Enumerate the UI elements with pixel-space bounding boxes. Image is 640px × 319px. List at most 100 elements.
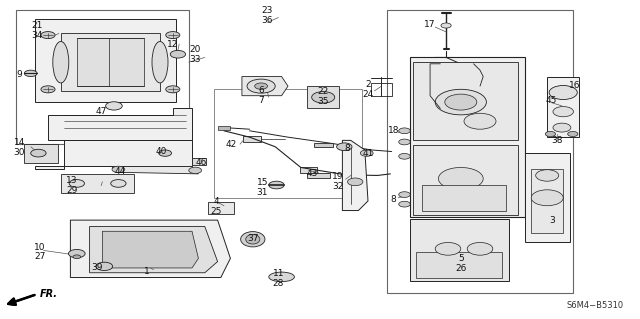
Text: 39: 39	[92, 263, 103, 272]
Circle shape	[399, 192, 410, 197]
Circle shape	[445, 94, 477, 110]
Circle shape	[73, 255, 81, 259]
Text: 14
30: 14 30	[13, 138, 25, 157]
Circle shape	[553, 123, 571, 132]
Polygon shape	[547, 77, 579, 137]
Bar	[16, 10, 189, 144]
Circle shape	[111, 180, 126, 187]
Circle shape	[189, 167, 202, 174]
Text: 40: 40	[156, 147, 167, 156]
Bar	[314, 143, 333, 147]
Text: 22
35: 22 35	[317, 87, 329, 106]
Circle shape	[41, 32, 55, 39]
Polygon shape	[35, 19, 176, 102]
Text: 23
36: 23 36	[262, 6, 273, 25]
Polygon shape	[342, 140, 368, 211]
Polygon shape	[218, 126, 230, 130]
Circle shape	[399, 201, 410, 207]
Circle shape	[399, 128, 410, 134]
Bar	[413, 62, 518, 140]
Text: 8: 8	[344, 144, 349, 153]
Bar	[422, 185, 506, 211]
Ellipse shape	[246, 234, 260, 244]
Text: 3: 3	[549, 216, 554, 225]
Circle shape	[553, 107, 573, 117]
Circle shape	[69, 180, 84, 187]
Circle shape	[96, 262, 113, 271]
Text: 1: 1	[145, 267, 150, 276]
Circle shape	[399, 153, 410, 159]
Bar	[214, 89, 362, 198]
Text: 16: 16	[569, 81, 580, 90]
Polygon shape	[525, 153, 570, 242]
Circle shape	[337, 143, 352, 151]
Circle shape	[531, 190, 563, 206]
Circle shape	[312, 92, 335, 103]
Ellipse shape	[269, 272, 294, 282]
Circle shape	[166, 32, 180, 39]
Bar	[307, 173, 330, 178]
Text: 20
33: 20 33	[189, 45, 201, 63]
Text: 5
26: 5 26	[455, 255, 467, 273]
Polygon shape	[102, 231, 198, 268]
Bar	[208, 202, 234, 214]
Bar	[192, 158, 206, 165]
Circle shape	[68, 249, 85, 258]
Circle shape	[348, 178, 363, 186]
Text: 8: 8	[390, 195, 396, 204]
Circle shape	[159, 150, 172, 156]
Text: 6
7: 6 7	[259, 86, 264, 105]
Text: 9: 9	[17, 70, 22, 78]
Circle shape	[399, 139, 410, 145]
Text: 13
29: 13 29	[66, 176, 77, 195]
Text: 10
27: 10 27	[34, 243, 45, 261]
Polygon shape	[242, 77, 288, 96]
Circle shape	[536, 170, 559, 181]
Text: 41: 41	[362, 149, 374, 158]
Text: 37: 37	[247, 234, 259, 243]
Text: 38: 38	[551, 137, 563, 145]
Polygon shape	[48, 108, 192, 140]
Circle shape	[360, 150, 373, 156]
Text: 11
28: 11 28	[273, 269, 284, 287]
Circle shape	[31, 149, 46, 157]
Text: 18: 18	[388, 126, 399, 135]
Bar	[410, 219, 509, 281]
Circle shape	[170, 50, 186, 58]
Bar	[243, 136, 261, 142]
Circle shape	[438, 167, 483, 190]
Text: 42: 42	[226, 140, 237, 149]
Polygon shape	[90, 226, 218, 273]
Text: 46: 46	[196, 158, 207, 167]
Bar	[413, 145, 518, 215]
Bar	[77, 38, 144, 86]
Circle shape	[568, 131, 578, 137]
Bar	[300, 167, 317, 173]
Circle shape	[41, 86, 55, 93]
Ellipse shape	[152, 41, 168, 83]
Circle shape	[464, 113, 496, 129]
Circle shape	[24, 70, 37, 77]
Bar	[387, 10, 573, 293]
Circle shape	[112, 166, 125, 173]
Bar	[531, 169, 563, 233]
Text: 4
25: 4 25	[211, 197, 222, 216]
Text: 21
34: 21 34	[31, 21, 43, 40]
Circle shape	[467, 242, 493, 255]
Polygon shape	[410, 57, 525, 217]
Text: 15
31: 15 31	[257, 178, 268, 197]
Polygon shape	[307, 86, 339, 108]
Polygon shape	[61, 174, 134, 193]
Circle shape	[255, 83, 268, 89]
Circle shape	[247, 79, 275, 93]
Circle shape	[269, 181, 284, 189]
Circle shape	[435, 242, 461, 255]
Text: 2
24: 2 24	[362, 80, 374, 99]
Text: 45: 45	[546, 96, 557, 105]
Polygon shape	[24, 144, 58, 163]
Text: 44: 44	[115, 167, 126, 176]
Circle shape	[166, 86, 180, 93]
Text: 43: 43	[307, 169, 318, 178]
Text: FR.: FR.	[40, 289, 58, 299]
Ellipse shape	[241, 232, 265, 247]
